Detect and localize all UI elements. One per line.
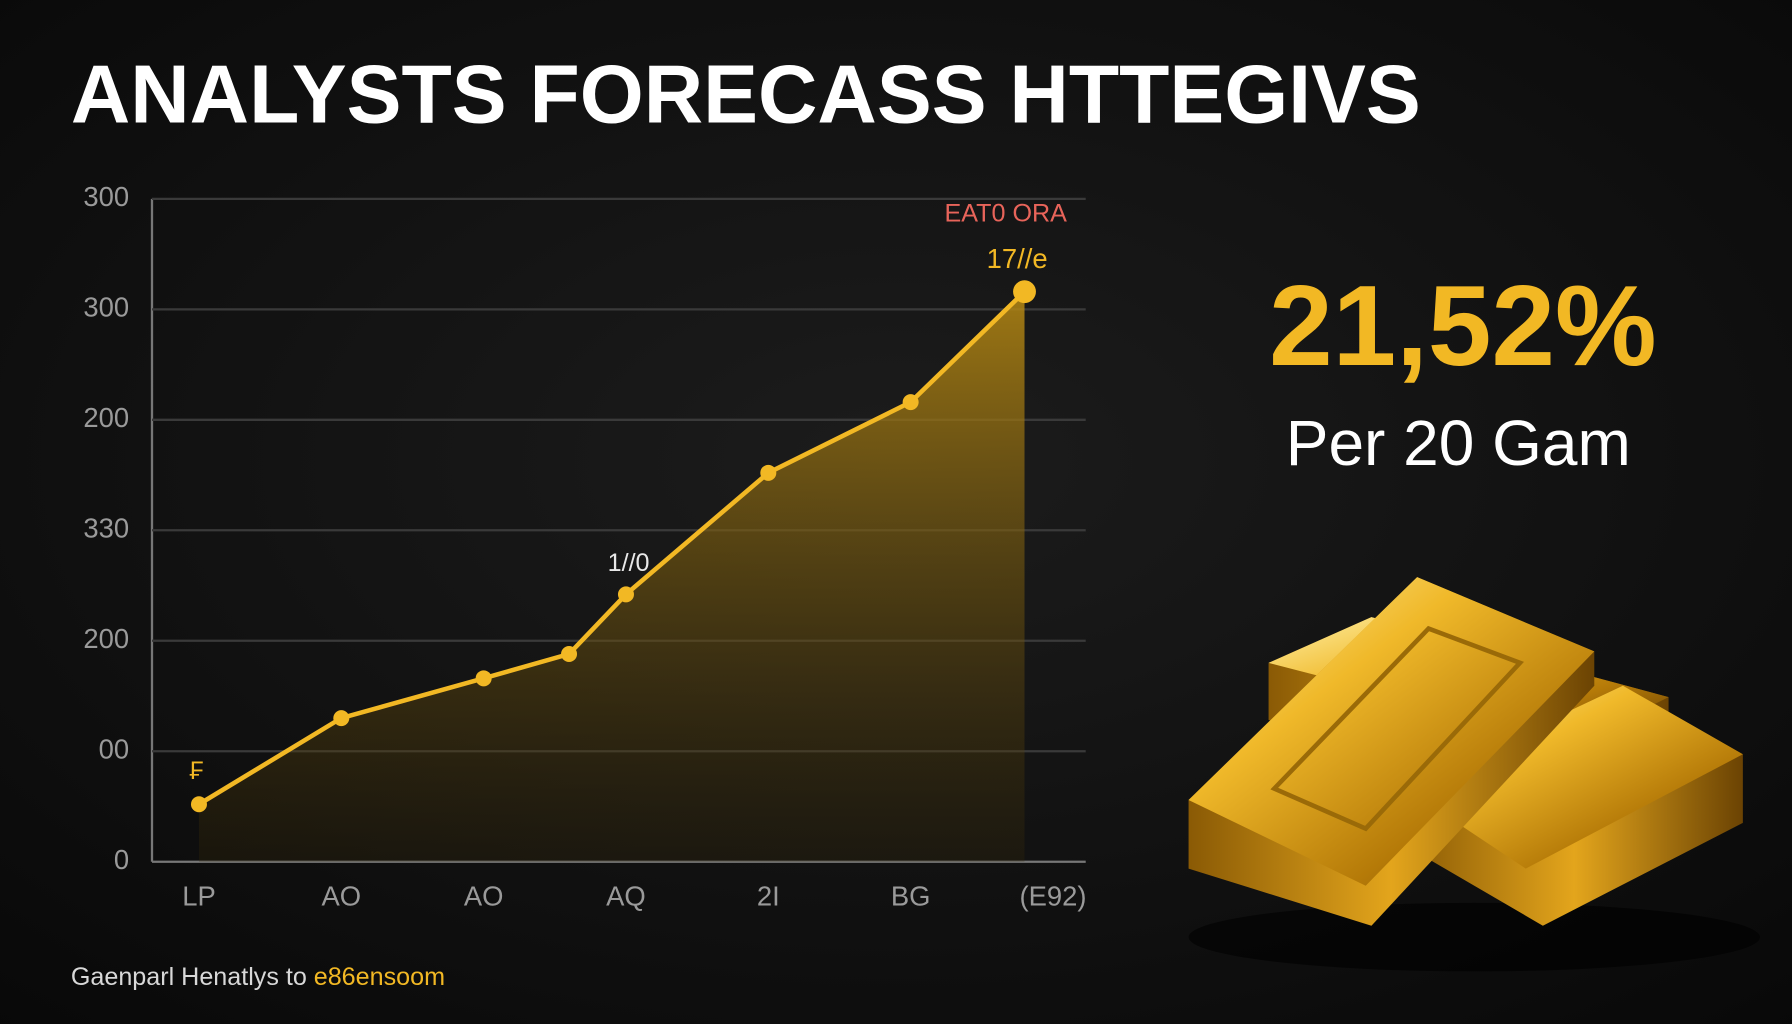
x-tick-label: AO: [322, 881, 362, 912]
footer-text: Gaenparl Henatlys to: [71, 963, 307, 991]
y-tick-label: 300: [83, 292, 129, 323]
x-tick-label: (E92): [1019, 881, 1086, 912]
point: [1013, 280, 1036, 304]
annotation: 17//e: [987, 243, 1048, 274]
x-tick-label: BG: [891, 881, 931, 912]
annotation: 1//0: [608, 549, 650, 577]
callout-label: Per 20 Gam: [1286, 407, 1631, 479]
y-tick-label: 200: [83, 623, 129, 654]
x-tick-label: 2I: [757, 881, 780, 912]
y-tick-label: 200: [83, 402, 129, 433]
gold-bars: [1188, 577, 1760, 972]
point: [333, 710, 350, 727]
x-tick-label: LP: [182, 881, 216, 912]
y-tick-label: 00: [99, 733, 129, 764]
annotation: ₣: [190, 757, 204, 785]
point: [475, 670, 492, 687]
x-tick-label: AO: [464, 881, 504, 912]
point: [617, 586, 634, 603]
point: [902, 394, 919, 411]
point: [760, 464, 777, 481]
point: [561, 646, 578, 663]
callout-value: 21,52%: [1269, 263, 1657, 390]
y-tick-label: 0: [114, 844, 129, 875]
annotation: EAT0 ORA: [945, 199, 1068, 227]
footer-link: e86ensoom: [314, 963, 445, 991]
chart-title: ANALYSTS FORECASS HTTEGIVS: [71, 49, 1421, 140]
point: [190, 796, 207, 813]
line: [197, 290, 1027, 807]
area: [198, 291, 1025, 862]
y-tick-label: 330: [83, 513, 129, 544]
y-tick-label: 300: [83, 181, 129, 212]
x-tick-label: AQ: [606, 881, 646, 912]
